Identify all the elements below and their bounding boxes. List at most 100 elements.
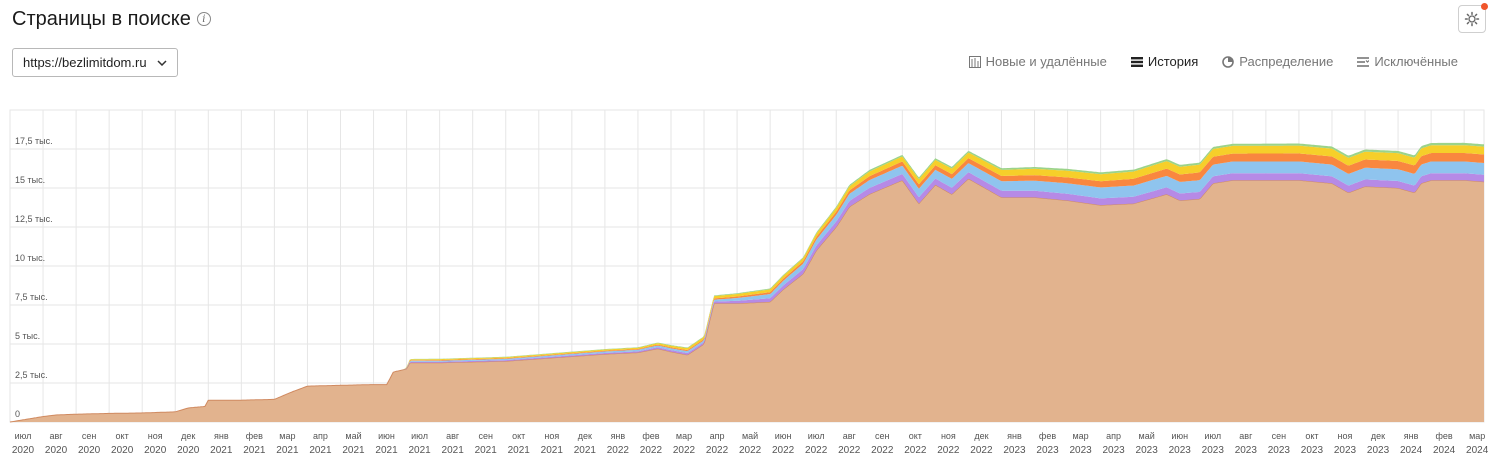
x-tick-year: 2020 [111, 445, 134, 456]
x-tick-year: 2022 [838, 445, 861, 456]
x-tick-month: ноя [941, 431, 956, 441]
x-tick-month: фев [642, 431, 659, 441]
x-tick-month: июн [1171, 431, 1188, 441]
x-tick-month: июн [378, 431, 395, 441]
x-tick-month: авг [1239, 431, 1253, 441]
x-tick-year: 2024 [1466, 445, 1489, 456]
view-tabs: Новые и удалённые История Распределение … [968, 54, 1458, 69]
x-tick-year: 2023 [1235, 445, 1258, 456]
site-select[interactable]: https://bezlimitdom.ru [12, 48, 178, 77]
x-tick-year: 2023 [1334, 445, 1357, 456]
y-tick-label: 17,5 тыс. [15, 136, 53, 146]
x-tick-month: окт [512, 431, 525, 441]
x-tick-year: 2021 [342, 445, 365, 456]
site-select-value: https://bezlimitdom.ru [23, 55, 147, 70]
x-tick-month: янв [1404, 431, 1419, 441]
x-tick-year: 2022 [706, 445, 729, 456]
settings-button[interactable] [1458, 3, 1488, 33]
x-tick-year: 2022 [673, 445, 696, 456]
tab-label: История [1147, 54, 1199, 69]
x-tick-year: 2023 [1367, 445, 1390, 456]
x-tick-year: 2022 [805, 445, 828, 456]
x-tick-year: 2021 [408, 445, 431, 456]
x-tick-month: авг [843, 431, 857, 441]
y-tick-label: 5 тыс. [15, 331, 40, 341]
x-tick-month: апр [1106, 431, 1121, 441]
x-axis-labels: июл 2020 авг 2020 сен 2020 окт 2020 ноя 2020 дек 20… [12, 431, 1489, 456]
y-axis-labels: 0 2,5 тыс. 5 тыс. 7,5 тыс. 10 тыс. 12,5 тыс. 1… [15, 136, 53, 419]
tab-excluded[interactable]: Исключённые [1357, 54, 1458, 69]
x-tick-month: янв [214, 431, 229, 441]
x-tick-month: янв [611, 431, 626, 441]
y-tick-label: 0 [15, 409, 20, 419]
x-tick-year: 2022 [871, 445, 894, 456]
x-tick-month: окт [1305, 431, 1318, 441]
x-tick-year: 2021 [210, 445, 233, 456]
y-tick-label: 10 тыс. [15, 253, 45, 263]
x-tick-year: 2020 [78, 445, 101, 456]
tab-new-deleted[interactable]: Новые и удалённые [968, 54, 1107, 69]
y-tick-label: 7,5 тыс. [15, 292, 48, 302]
tab-label: Распределение [1239, 54, 1334, 69]
y-tick-label: 12,5 тыс. [15, 214, 53, 224]
x-tick-month: ноя [544, 431, 559, 441]
x-tick-year: 2021 [508, 445, 531, 456]
x-tick-year: 2020 [144, 445, 167, 456]
x-tick-year: 2023 [1003, 445, 1026, 456]
x-tick-month: ноя [1338, 431, 1353, 441]
x-tick-year: 2023 [1136, 445, 1159, 456]
gear-icon [1464, 11, 1480, 27]
tab-history[interactable]: История [1130, 54, 1199, 69]
info-icon[interactable]: i [196, 12, 211, 26]
tab-distribution[interactable]: Распределение [1222, 54, 1333, 69]
x-tick-month: июл [808, 431, 825, 441]
chevron-down-icon [157, 59, 167, 66]
page-title: Страницы в поиске [12, 7, 191, 30]
x-tick-year: 2022 [607, 445, 630, 456]
x-tick-month: авг [50, 431, 64, 441]
x-tick-month: мар [1072, 431, 1088, 441]
x-tick-year: 2024 [1433, 445, 1456, 456]
x-tick-year: 2020 [45, 445, 68, 456]
tab-label: Исключённые [1374, 54, 1458, 69]
pages-history-chart: 0 2,5 тыс. 5 тыс. 7,5 тыс. 10 тыс. 12,5 тыс. 1… [9, 109, 1489, 456]
x-tick-year: 2023 [1036, 445, 1059, 456]
x-tick-year: 2022 [904, 445, 927, 456]
x-tick-year: 2023 [1202, 445, 1225, 456]
x-tick-month: апр [313, 431, 328, 441]
x-tick-year: 2023 [1301, 445, 1324, 456]
x-tick-year: 2021 [276, 445, 299, 456]
x-tick-month: сен [875, 431, 890, 441]
x-tick-year: 2022 [772, 445, 795, 456]
x-tick-year: 2023 [1169, 445, 1192, 456]
area-series-base [10, 179, 1484, 422]
bar-chart-icon [968, 55, 981, 68]
x-tick-month: фев [1436, 431, 1453, 441]
x-tick-month: июл [411, 431, 428, 441]
x-tick-month: окт [116, 431, 129, 441]
x-tick-year: 2023 [1268, 445, 1291, 456]
x-tick-year: 2020 [12, 445, 35, 456]
x-tick-month: ноя [148, 431, 163, 441]
x-tick-month: мар [676, 431, 692, 441]
x-tick-month: сен [1272, 431, 1287, 441]
pie-chart-icon [1222, 55, 1235, 68]
x-tick-month: май [1139, 431, 1155, 441]
x-tick-month: фев [246, 431, 263, 441]
x-tick-year: 2023 [1103, 445, 1126, 456]
x-tick-year: 2024 [1400, 445, 1423, 456]
x-tick-month: май [742, 431, 758, 441]
x-tick-month: май [345, 431, 361, 441]
x-tick-month: фев [1039, 431, 1056, 441]
x-tick-month: окт [909, 431, 922, 441]
x-tick-year: 2022 [937, 445, 960, 456]
y-tick-label: 2,5 тыс. [15, 370, 48, 380]
x-tick-month: сен [82, 431, 97, 441]
x-tick-year: 2020 [177, 445, 200, 456]
x-tick-month: дек [1371, 431, 1385, 441]
x-tick-month: мар [279, 431, 295, 441]
x-tick-month: янв [1007, 431, 1022, 441]
x-tick-year: 2021 [243, 445, 266, 456]
title-row: Страницы в поиске i [12, 6, 211, 32]
filter-list-icon [1357, 56, 1370, 67]
